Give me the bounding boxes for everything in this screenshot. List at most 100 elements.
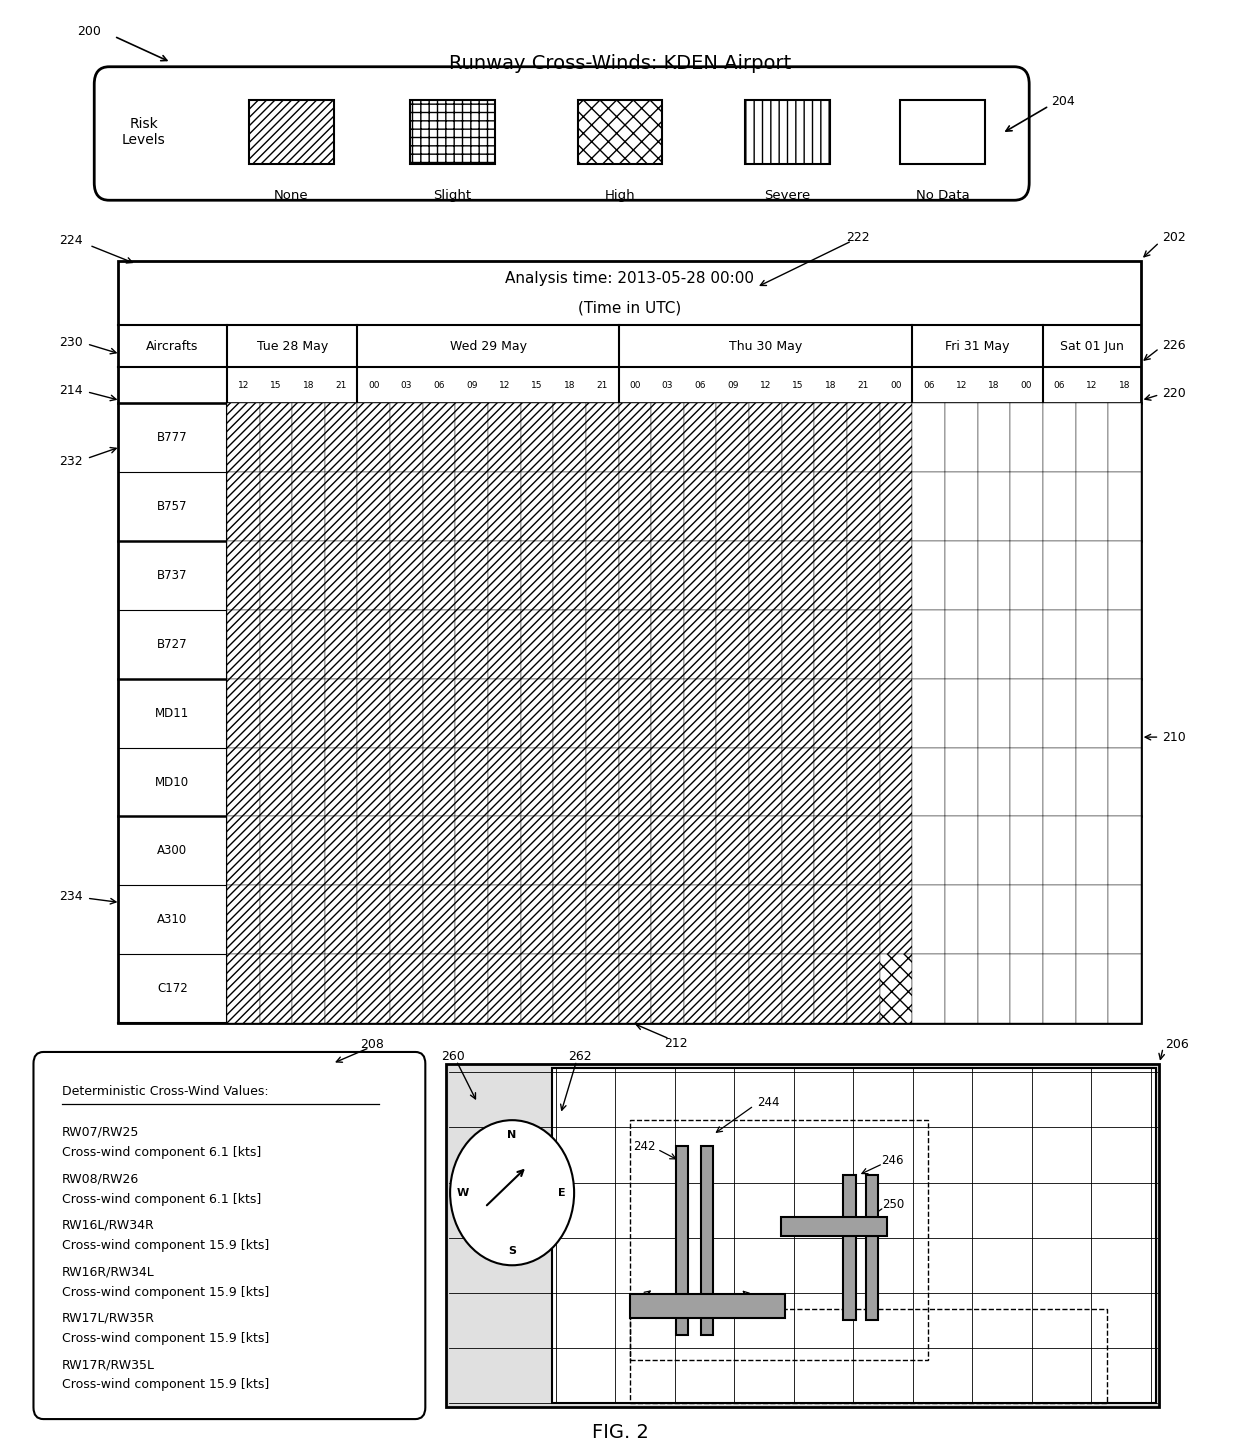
Bar <box>1011 403 1043 472</box>
Text: 242: 242 <box>634 1140 656 1152</box>
Bar <box>1109 885 1141 955</box>
Bar <box>847 609 879 679</box>
Text: 224: 224 <box>58 235 83 247</box>
Text: 18: 18 <box>564 380 575 390</box>
Bar <box>619 472 651 541</box>
Bar <box>815 955 847 1023</box>
Bar <box>391 403 423 472</box>
Bar <box>118 261 1141 1023</box>
FancyBboxPatch shape <box>33 1052 425 1419</box>
Bar <box>900 100 985 164</box>
Bar <box>391 747 423 817</box>
Bar <box>684 955 717 1023</box>
Bar <box>945 609 977 679</box>
Text: S: S <box>508 1246 516 1255</box>
Bar <box>913 609 945 679</box>
Bar <box>357 955 391 1023</box>
Bar <box>847 955 879 1023</box>
Bar <box>781 955 815 1023</box>
Bar <box>1043 609 1075 679</box>
Bar <box>781 679 815 747</box>
Bar <box>1043 747 1075 817</box>
Bar <box>619 541 651 609</box>
Bar <box>455 885 489 955</box>
Bar <box>357 679 391 747</box>
Bar <box>1011 817 1043 885</box>
Text: B737: B737 <box>157 569 187 582</box>
Text: 234: 234 <box>58 891 83 903</box>
Text: 212: 212 <box>663 1037 688 1049</box>
Text: 262: 262 <box>568 1051 593 1062</box>
Text: 21: 21 <box>858 380 869 390</box>
Bar <box>391 541 423 609</box>
Bar <box>879 679 913 747</box>
Bar <box>455 955 489 1023</box>
Bar <box>684 541 717 609</box>
Text: 210: 210 <box>1162 731 1185 743</box>
Bar <box>489 955 521 1023</box>
Bar <box>977 541 1011 609</box>
Bar <box>1109 679 1141 747</box>
Bar <box>521 747 553 817</box>
Text: 230: 230 <box>58 337 83 348</box>
Text: None: None <box>274 189 309 202</box>
Bar <box>913 679 945 747</box>
Bar <box>815 885 847 955</box>
Text: 12: 12 <box>760 380 771 390</box>
Text: 12: 12 <box>956 380 967 390</box>
Text: Thu 30 May: Thu 30 May <box>729 340 802 353</box>
Text: Cross-wind component 15.9 [kts]: Cross-wind component 15.9 [kts] <box>62 1239 269 1252</box>
Text: 00: 00 <box>1021 380 1033 390</box>
Text: C172: C172 <box>157 982 187 995</box>
Bar <box>357 747 391 817</box>
Text: FIG. 2: FIG. 2 <box>591 1422 649 1442</box>
Bar <box>553 472 587 541</box>
Bar <box>423 541 455 609</box>
Bar <box>781 1217 887 1236</box>
Bar <box>423 955 455 1023</box>
Bar <box>843 1175 856 1320</box>
Bar <box>651 472 684 541</box>
Bar <box>913 885 945 955</box>
Text: 18: 18 <box>1118 380 1130 390</box>
Bar <box>1075 885 1109 955</box>
Text: RW08/RW26: RW08/RW26 <box>62 1172 139 1185</box>
Bar <box>325 747 357 817</box>
Bar <box>357 609 391 679</box>
Bar <box>1109 472 1141 541</box>
Text: Cross-wind component 15.9 [kts]: Cross-wind component 15.9 [kts] <box>62 1332 269 1345</box>
Bar <box>879 472 913 541</box>
Text: 09: 09 <box>466 380 477 390</box>
Bar <box>749 403 781 472</box>
Text: No Data: No Data <box>915 189 970 202</box>
Text: A300: A300 <box>157 844 187 858</box>
Bar <box>1011 609 1043 679</box>
Bar <box>1109 747 1141 817</box>
Bar <box>357 541 391 609</box>
Bar <box>325 817 357 885</box>
Bar <box>489 403 521 472</box>
Bar <box>446 1064 1159 1407</box>
Text: 18: 18 <box>825 380 837 390</box>
Bar <box>1109 541 1141 609</box>
Text: B757: B757 <box>157 501 187 514</box>
Bar <box>521 403 553 472</box>
Bar <box>745 100 830 164</box>
Bar <box>913 955 945 1023</box>
Bar <box>815 609 847 679</box>
Circle shape <box>450 1120 574 1265</box>
FancyBboxPatch shape <box>94 67 1029 200</box>
Bar <box>977 955 1011 1023</box>
Bar <box>587 541 619 609</box>
Text: E: E <box>558 1188 565 1197</box>
Text: RW17R/RW35L: RW17R/RW35L <box>62 1358 155 1371</box>
Bar <box>489 472 521 541</box>
Bar <box>847 885 879 955</box>
Bar <box>293 609 325 679</box>
Bar <box>489 747 521 817</box>
Bar <box>684 609 717 679</box>
Bar <box>1075 747 1109 817</box>
Bar <box>651 403 684 472</box>
Bar <box>879 609 913 679</box>
Bar <box>552 1068 1156 1403</box>
